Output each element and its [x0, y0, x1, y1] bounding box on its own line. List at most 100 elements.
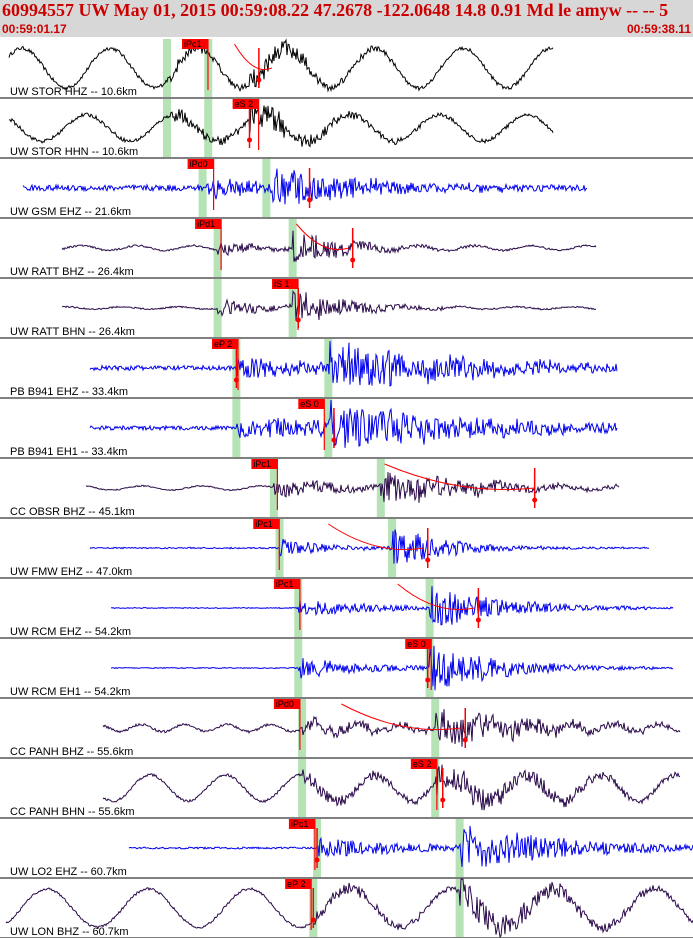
arrival-window: [269, 459, 278, 517]
pick-tag[interactable]: [251, 459, 278, 469]
pick-tag[interactable]: [181, 39, 208, 49]
flag-dot: [475, 617, 481, 623]
flag-dot: [256, 77, 262, 83]
waveform-trace[interactable]: [22, 168, 588, 205]
pick-tag[interactable]: [410, 759, 437, 769]
station-label: CC OBSR BHZ -- 45.1km: [10, 506, 135, 518]
waveform-trace[interactable]: [89, 529, 650, 564]
pick-tag[interactable]: [211, 339, 238, 349]
pick-label: iPc1: [291, 819, 309, 829]
arrival-window: [162, 39, 171, 97]
waveform-trace[interactable]: [89, 399, 618, 448]
waveform-trace[interactable]: [102, 764, 681, 811]
flag-dot: [314, 857, 320, 863]
arrival-window: [455, 819, 464, 877]
event-header: 60994557 UW May 01, 2015 00:59:08.22 47.…: [0, 0, 693, 37]
station-label: UW FMW EHZ -- 47.0km: [10, 566, 132, 578]
pick-label: eS 2: [235, 99, 254, 109]
arrival-window: [213, 279, 222, 337]
waveform-trace[interactable]: [110, 586, 674, 626]
pick-label: iPd1: [197, 219, 215, 229]
pick-label: eS 2: [413, 759, 432, 769]
station-label: UW GSM EHZ -- 21.6km: [10, 206, 131, 218]
station-label: UW RATT BHN -- 26.4km: [10, 326, 135, 338]
flag-dot: [307, 197, 313, 203]
decay-fit-curve: [341, 703, 462, 731]
waveform-trace[interactable]: [128, 825, 693, 867]
arrival-window: [262, 159, 271, 217]
decay-fit-curve: [234, 43, 273, 70]
arrival-window: [213, 219, 222, 277]
flag-dot: [462, 737, 468, 743]
pick-tag[interactable]: [272, 279, 299, 289]
decay-fit-curve: [328, 523, 425, 551]
waveform-trace[interactable]: [89, 341, 618, 387]
flag-dot: [350, 257, 356, 263]
pick-tag[interactable]: [285, 879, 312, 889]
pick-tag[interactable]: [273, 699, 300, 709]
pick-tag[interactable]: [405, 639, 432, 649]
pick-label: iPd0: [276, 699, 294, 709]
pick-tag[interactable]: [288, 819, 315, 829]
start-time-label: 00:59:01.17: [2, 22, 67, 36]
arrival-window: [425, 639, 434, 697]
station-label: UW RCM EH1 -- 54.2km: [10, 686, 130, 698]
waveform-trace[interactable]: [8, 38, 554, 93]
pick-tag[interactable]: [273, 579, 300, 589]
flag-dot: [310, 917, 316, 923]
pick-label: iS 1: [274, 279, 290, 289]
arrival-window: [288, 279, 297, 337]
arrival-window: [425, 579, 434, 637]
pick-tag[interactable]: [298, 399, 325, 409]
station-label: PB B941 EH1 -- 33.4km: [10, 446, 127, 458]
waveform-trace[interactable]: [5, 878, 693, 938]
seismogram-panel[interactable]: iPc1 UW STOR HHZ -- 10.6km eS 2 UW STOR HHN…: [0, 38, 693, 938]
station-label: CC PANH BHN -- 55.6km: [10, 806, 134, 818]
arrival-window: [431, 759, 440, 817]
station-label: PB B941 EHZ -- 33.4km: [10, 386, 128, 398]
pick-label: eP 2: [287, 879, 305, 889]
pick-label: eS 0: [300, 399, 319, 409]
pick-label: iPd0: [190, 159, 208, 169]
pick-tag[interactable]: [195, 219, 222, 229]
station-label: UW STOR HHN -- 10.6km: [10, 146, 138, 158]
end-time-label: 00:59:38.11: [626, 22, 691, 36]
pick-label: eP 2: [214, 339, 232, 349]
arrival-window: [204, 99, 213, 157]
flag-dot: [233, 377, 239, 383]
station-label: CC PANH BHZ -- 55.6km: [10, 746, 133, 758]
event-title: 60994557 UW May 01, 2015 00:59:08.22 47.…: [2, 0, 669, 20]
pick-tag[interactable]: [253, 519, 280, 529]
waveform-trace[interactable]: [8, 104, 554, 148]
flag-dot: [425, 677, 431, 683]
waveform-trace[interactable]: [85, 472, 620, 503]
arrival-window: [288, 219, 297, 277]
pick-label: iPc1: [184, 39, 202, 49]
flag-dot: [331, 437, 337, 443]
pick-label: iPc1: [253, 459, 271, 469]
waveform-trace[interactable]: [61, 290, 597, 321]
waveform-trace[interactable]: [110, 645, 674, 691]
decay-fit-curve: [397, 583, 475, 611]
flag-dot: [425, 557, 431, 563]
flag-dot: [440, 797, 446, 803]
waveform-trace[interactable]: [61, 230, 597, 262]
flag-dot: [532, 497, 538, 503]
arrival-window: [162, 99, 171, 157]
arrival-window: [298, 759, 307, 817]
station-label: UW LO2 EHZ -- 60.7km: [10, 866, 127, 878]
station-label: UW RATT BHZ -- 26.4km: [10, 266, 134, 278]
flag-dot: [247, 137, 253, 143]
arrival-window: [324, 399, 333, 457]
waveform-trace[interactable]: [102, 709, 681, 747]
pick-label: iPc1: [276, 579, 294, 589]
station-label: UW STOR HHZ -- 10.6km: [10, 86, 137, 98]
arrival-window: [431, 699, 440, 757]
pick-tag[interactable]: [232, 99, 259, 109]
pick-tag[interactable]: [187, 159, 214, 169]
decay-fit-curve: [296, 223, 350, 251]
station-label: UW LON BHZ -- 60.7km: [10, 926, 129, 938]
arrival-window: [455, 879, 464, 937]
decay-fit-curve: [384, 463, 535, 491]
flag-dot: [295, 317, 301, 323]
